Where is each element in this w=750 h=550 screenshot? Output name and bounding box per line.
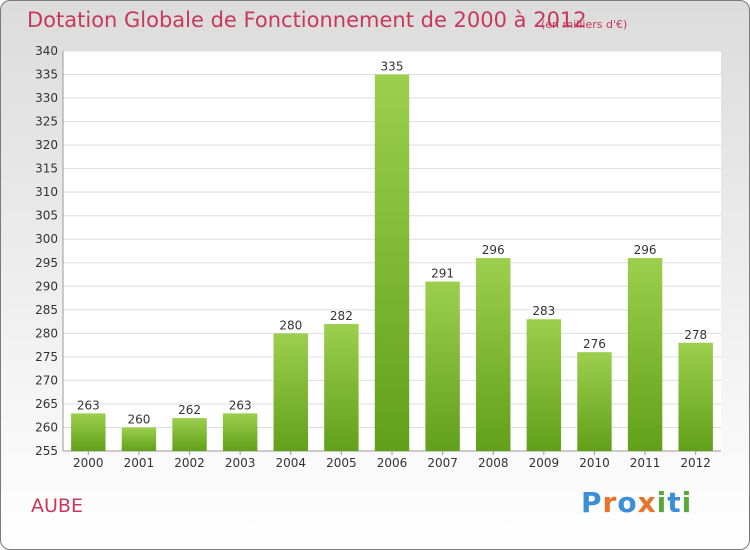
y-tick-label: 280 xyxy=(35,326,58,340)
bar xyxy=(121,427,157,451)
y-tick-label: 305 xyxy=(35,209,58,223)
y-tick-label: 270 xyxy=(35,373,58,387)
x-tick-label: 2008 xyxy=(478,456,509,470)
logo-letter: t xyxy=(667,486,682,519)
data-label: 296 xyxy=(634,243,657,257)
logo-letter: P xyxy=(581,486,603,519)
bar xyxy=(476,258,511,451)
bar xyxy=(172,418,207,451)
x-tick-label: 2010 xyxy=(579,456,610,470)
bar xyxy=(222,413,258,451)
bar xyxy=(374,74,410,451)
y-tick-label: 310 xyxy=(35,185,58,199)
logo-letter: i xyxy=(681,486,693,519)
y-tick-label: 315 xyxy=(35,162,58,176)
bar xyxy=(627,258,663,451)
bar xyxy=(425,281,460,451)
y-tick-label: 300 xyxy=(35,232,58,246)
data-label: 278 xyxy=(684,328,707,342)
bar xyxy=(71,413,106,451)
y-tick-label: 290 xyxy=(35,279,58,293)
data-label: 262 xyxy=(178,403,201,417)
y-tick-label: 295 xyxy=(35,256,58,270)
chart-title: Dotation Globale de Fonctionnement de 20… xyxy=(27,8,587,32)
proxiti-logo: Proxiti xyxy=(581,486,692,519)
bar xyxy=(526,319,562,451)
logo-letter: o xyxy=(617,486,638,519)
x-tick-label: 2009 xyxy=(529,456,560,470)
data-label: 335 xyxy=(381,60,404,74)
data-label: 280 xyxy=(279,318,302,332)
x-tick-label: 2002 xyxy=(174,456,205,470)
data-label: 282 xyxy=(330,309,353,323)
data-label: 296 xyxy=(482,243,505,257)
x-tick-label: 2011 xyxy=(630,456,661,470)
y-tick-label: 335 xyxy=(35,68,58,82)
region-label: AUBE xyxy=(31,495,83,517)
y-tick-label: 320 xyxy=(35,138,58,152)
bar xyxy=(577,352,612,451)
data-label: 260 xyxy=(127,412,150,426)
y-tick-label: 255 xyxy=(35,444,58,458)
chart-subtitle: (en milliers d'€) xyxy=(541,18,628,31)
logo-letter: x xyxy=(637,486,657,519)
data-label: 276 xyxy=(583,337,606,351)
x-tick-label: 2003 xyxy=(225,456,256,470)
y-tick-label: 330 xyxy=(35,91,58,105)
x-tick-label: 2007 xyxy=(427,456,458,470)
x-tick-label: 2004 xyxy=(275,456,306,470)
logo-letter: r xyxy=(602,486,618,519)
y-tick-label: 275 xyxy=(35,350,58,364)
x-tick-label: 2005 xyxy=(326,456,357,470)
y-tick-label: 340 xyxy=(35,44,58,58)
data-label: 263 xyxy=(229,398,252,412)
y-tick-label: 260 xyxy=(35,420,58,434)
bar xyxy=(324,323,359,451)
data-label: 263 xyxy=(77,398,100,412)
y-tick-label: 285 xyxy=(35,303,58,317)
y-tick-label: 265 xyxy=(35,397,58,411)
bar xyxy=(678,342,713,451)
y-tick-label: 325 xyxy=(35,115,58,129)
data-label: 283 xyxy=(532,304,555,318)
x-tick-label: 2012 xyxy=(680,456,711,470)
x-tick-label: 2001 xyxy=(124,456,155,470)
x-tick-label: 2000 xyxy=(73,456,104,470)
x-tick-label: 2006 xyxy=(377,456,408,470)
bar xyxy=(273,333,308,451)
logo-letter: i xyxy=(656,486,668,519)
data-label: 291 xyxy=(431,267,454,281)
